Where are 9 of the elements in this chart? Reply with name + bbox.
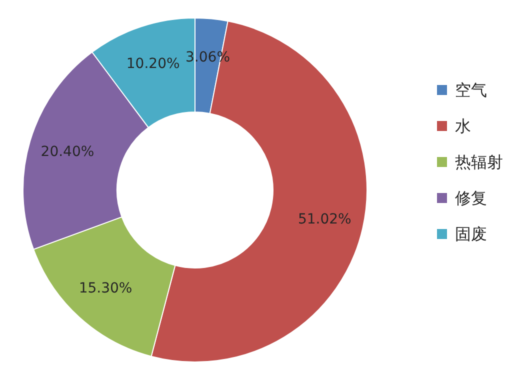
data-label: 15.30%: [78, 280, 132, 296]
legend-label: 水: [455, 116, 471, 136]
legend-label: 空气: [455, 80, 487, 100]
legend-label: 热辐射: [455, 152, 503, 172]
data-label: 20.40%: [40, 144, 94, 160]
data-label: 51.02%: [298, 212, 352, 228]
legend-label: 固废: [455, 224, 487, 244]
legend-label: 修复: [455, 188, 487, 208]
data-label: 10.20%: [126, 56, 180, 72]
